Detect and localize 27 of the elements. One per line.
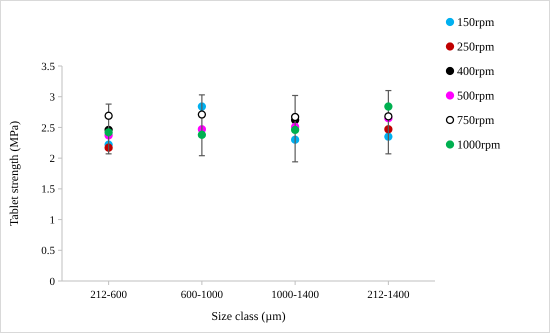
point [384, 102, 393, 111]
legend-label: 500rpm [457, 88, 495, 103]
point [290, 126, 300, 134]
point [290, 112, 300, 122]
legend-label: 400rpm [457, 64, 495, 78]
y-tick-label: 0 [50, 276, 56, 288]
x-axis-title: Size class (µm) [211, 309, 286, 323]
y-tick-label: 3 [50, 92, 56, 104]
x-tick-label: 600-1000 [180, 289, 224, 301]
y-tick-label: 1 [50, 214, 55, 226]
x-tick-label: 212-1400 [367, 289, 410, 301]
legend-label: 150rpm [457, 15, 495, 30]
point [104, 128, 113, 136]
legend-label: 250rpm [457, 40, 495, 54]
x-tick-label: 1000-1400 [271, 289, 320, 301]
y-tick-label: 2 [50, 152, 55, 165]
point [104, 112, 113, 120]
y-tick-label: 1.5 [41, 184, 56, 196]
point [198, 130, 206, 139]
legend-label: 1000rpm [457, 138, 501, 152]
point [198, 110, 206, 119]
y-tick-label: 2.5 [41, 122, 56, 134]
y-tick-label: 3.5 [41, 60, 56, 73]
x-tick-label: 212-600 [90, 289, 128, 301]
y-axis-title: Tablet strength (MPa) [7, 120, 21, 226]
legend-label: 750rpm [457, 113, 495, 128]
y-tick-label: 0.5 [41, 245, 56, 258]
